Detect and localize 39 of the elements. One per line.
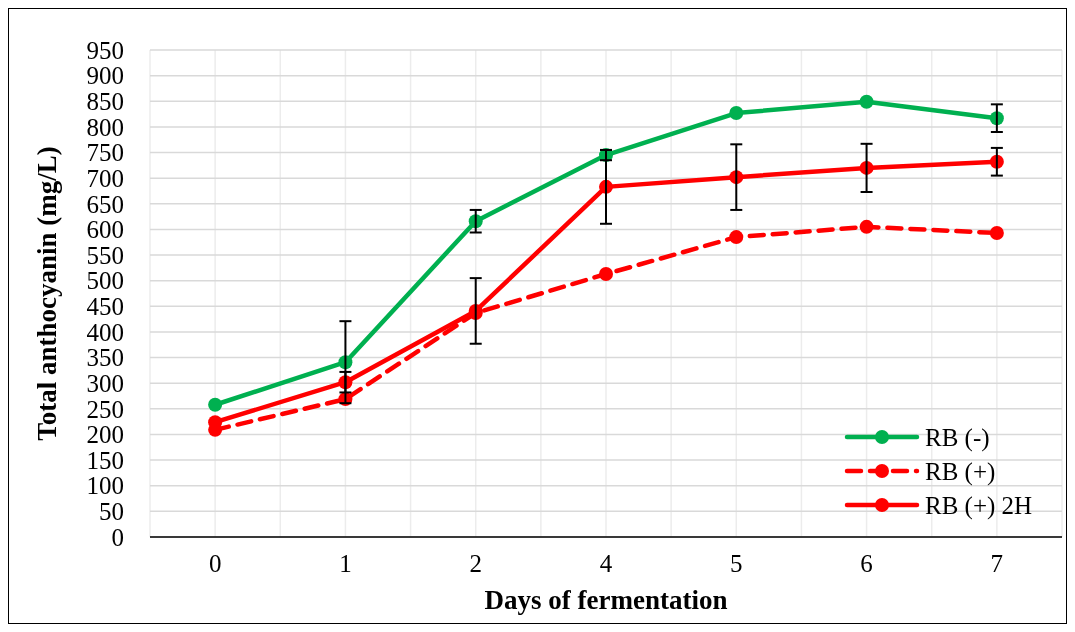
y-tick-label: 500 [86, 267, 124, 295]
y-tick-label: 50 [99, 498, 124, 526]
point [859, 94, 874, 109]
y-tick-label: 800 [86, 113, 124, 141]
x-tick-label: 4 [599, 550, 613, 577]
y-axis-title: Total anthocyanin (mg/L) [32, 146, 62, 441]
y-tick-label: 350 [86, 344, 124, 372]
point [599, 267, 613, 282]
legend-label: RB (+) [925, 457, 996, 486]
x-tick-label: 5 [730, 550, 743, 577]
x-axis-title: Days of fermentation [484, 585, 728, 615]
point [989, 226, 1004, 241]
y-tick-label: 300 [86, 369, 124, 397]
y-tick-label: 100 [86, 472, 124, 500]
y-tick-label: 250 [86, 395, 124, 423]
x-tick-label: 2 [469, 550, 482, 577]
y-tick-label: 150 [86, 446, 124, 474]
y-tick-label: 950 [86, 36, 124, 64]
y-tick-label: 650 [86, 190, 124, 218]
point [208, 397, 223, 412]
legend-label: RB (-) [925, 423, 990, 452]
x-tick-label: 7 [990, 550, 1004, 577]
y-tick-label: 400 [86, 318, 124, 346]
y-tick-label: 700 [86, 164, 124, 192]
point [859, 219, 874, 234]
legend-label: RB (+) 2H [925, 491, 1033, 520]
x-tick-label: 6 [860, 550, 873, 577]
y-tick-label: 600 [86, 216, 124, 244]
point [729, 230, 744, 245]
x-tick-label: 0 [208, 550, 222, 577]
y-tick-label: 0 [111, 523, 124, 551]
y-tick-label: 550 [86, 241, 124, 269]
point [729, 106, 744, 121]
y-tick-label: 200 [86, 421, 124, 449]
y-tick-label: 750 [86, 139, 124, 167]
y-tick-label: 450 [86, 293, 124, 321]
x-tick-label: 1 [339, 550, 352, 577]
y-tick-label: 850 [86, 88, 124, 116]
y-tick-label: 900 [86, 62, 124, 90]
